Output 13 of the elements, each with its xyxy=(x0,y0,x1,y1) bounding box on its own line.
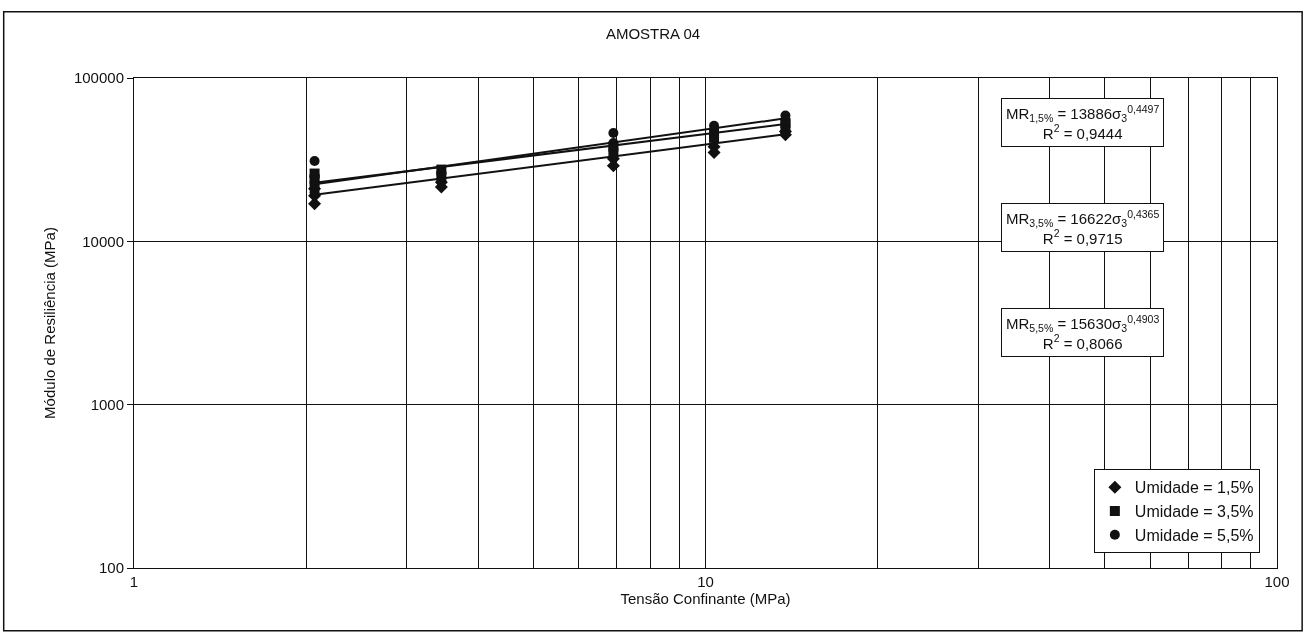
legend-label: Umidade = 1,5% xyxy=(1134,479,1254,497)
y-tick-label: 100 xyxy=(98,559,124,577)
x-tick-label: 10 xyxy=(697,573,714,590)
x-tick-label: 100 xyxy=(1264,573,1290,590)
x-tick-label: 1 xyxy=(129,573,139,590)
chart-title: AMOSTRA 04 xyxy=(605,25,701,43)
y-tick-label: 10000 xyxy=(82,232,124,250)
legend-label: Umidade = 5,5% xyxy=(1134,527,1254,545)
y-tick-label: 1000 xyxy=(90,395,124,413)
legend-label: Umidade = 3,5% xyxy=(1134,503,1254,521)
x-axis-title: Tensão Confinante (MPa) xyxy=(620,590,791,607)
y-tick-label: 100000 xyxy=(73,69,124,87)
y-axis-title: Módulo de Resiliência (MPa) xyxy=(41,227,59,419)
